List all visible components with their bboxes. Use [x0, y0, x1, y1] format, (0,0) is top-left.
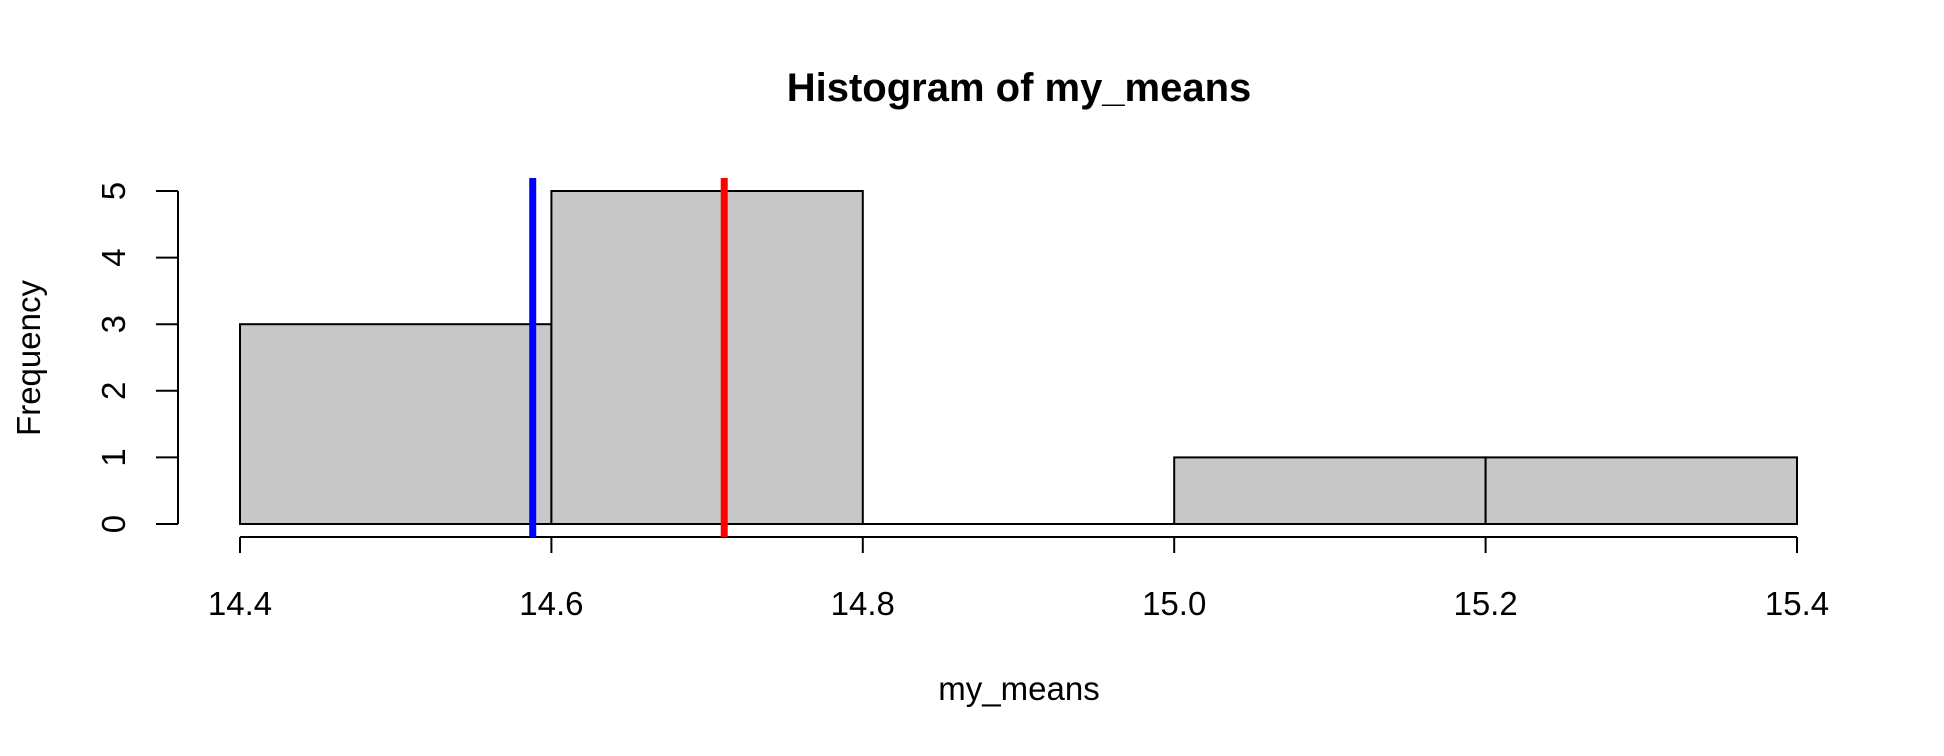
x-tick-label: 15.2	[1453, 585, 1517, 622]
y-tick-label: 1	[95, 448, 132, 466]
x-axis: 14.4 14.6 14.8 15.0 15.2 15.4	[208, 536, 1829, 622]
x-tick-label: 14.8	[831, 585, 895, 622]
x-tick-label: 15.0	[1142, 585, 1206, 622]
x-tick-label: 14.6	[519, 585, 583, 622]
histogram-bar-4	[1484, 456, 1798, 525]
y-axis-label: Frequency	[10, 280, 47, 436]
y-tick-label: 2	[95, 382, 132, 400]
histogram-bar-3	[1173, 456, 1487, 525]
y-tick-label: 4	[95, 248, 132, 266]
y-axis: 0 1 2 3 4 5	[95, 182, 179, 533]
histogram-bar-0	[239, 323, 553, 526]
x-tick-label: 14.4	[208, 585, 272, 622]
y-tick-label: 5	[95, 182, 132, 200]
chart-title: Histogram of my_means	[787, 66, 1252, 110]
histogram-bar-1	[550, 190, 864, 525]
y-tick-label: 3	[95, 315, 132, 333]
x-tick-label: 15.4	[1765, 585, 1829, 622]
x-axis-label: my_means	[938, 670, 1099, 707]
bars-group	[239, 190, 1798, 526]
y-tick-label: 0	[95, 515, 132, 533]
reference-lines	[529, 178, 728, 537]
